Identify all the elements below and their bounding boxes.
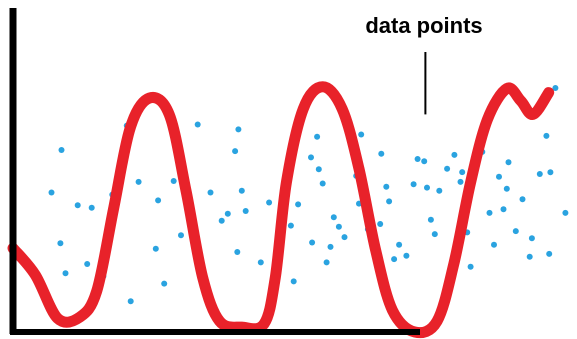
- data-point: [75, 202, 81, 208]
- data-point: [128, 298, 134, 304]
- data-point: [562, 210, 568, 216]
- data-point: [234, 249, 240, 255]
- data-point: [153, 246, 159, 252]
- data-point: [324, 259, 330, 265]
- data-point: [428, 217, 434, 223]
- data-point: [59, 147, 65, 153]
- data-point: [316, 166, 322, 172]
- data-point: [328, 244, 334, 250]
- data-point: [436, 188, 442, 194]
- data-point: [232, 148, 238, 154]
- annotation-label: data points: [365, 13, 482, 38]
- data-point: [496, 174, 502, 180]
- data-point: [336, 224, 342, 230]
- data-point: [171, 178, 177, 184]
- data-point: [458, 179, 464, 185]
- data-point: [451, 152, 457, 158]
- data-point: [243, 208, 249, 214]
- data-point: [291, 278, 297, 284]
- data-point: [546, 251, 552, 257]
- data-point: [415, 156, 421, 162]
- data-point: [178, 232, 184, 238]
- data-point: [89, 205, 95, 211]
- data-point: [295, 201, 301, 207]
- data-point: [309, 240, 315, 246]
- data-point: [396, 242, 402, 248]
- data-point: [63, 270, 69, 276]
- data-point: [219, 218, 225, 224]
- data-point: [320, 181, 326, 187]
- data-point: [459, 169, 465, 175]
- data-point: [529, 235, 535, 241]
- data-point: [403, 253, 409, 259]
- data-point: [239, 188, 245, 194]
- data-point: [225, 211, 231, 217]
- data-point: [421, 158, 427, 164]
- data-point: [342, 234, 348, 240]
- data-point: [235, 126, 241, 132]
- data-point: [444, 166, 450, 172]
- data-point: [195, 122, 201, 128]
- data-point: [57, 240, 63, 246]
- data-point: [504, 186, 510, 192]
- data-point: [266, 200, 272, 206]
- data-point: [331, 214, 337, 220]
- data-point: [513, 228, 519, 234]
- data-point: [383, 184, 389, 190]
- data-point: [501, 206, 507, 212]
- data-point: [391, 256, 397, 262]
- data-point: [411, 181, 417, 187]
- data-point: [386, 198, 392, 204]
- data-point: [358, 132, 364, 138]
- data-point: [161, 281, 167, 287]
- data-point: [84, 261, 90, 267]
- data-point: [136, 179, 142, 185]
- data-point: [520, 196, 526, 202]
- data-point: [487, 210, 493, 216]
- data-point: [432, 231, 438, 237]
- data-point: [258, 259, 264, 265]
- data-point: [288, 223, 294, 229]
- data-point: [377, 221, 383, 227]
- data-point: [424, 185, 430, 191]
- data-point: [491, 242, 497, 248]
- data-point: [468, 264, 474, 270]
- data-point: [155, 197, 161, 203]
- data-point: [527, 254, 533, 260]
- data-point: [547, 169, 553, 175]
- data-point: [537, 171, 543, 177]
- data-point: [543, 133, 549, 139]
- data-point: [308, 154, 314, 160]
- data-point: [314, 134, 320, 140]
- data-point: [49, 190, 55, 196]
- data-point: [506, 159, 512, 165]
- data-point: [378, 151, 384, 157]
- data-point: [208, 190, 214, 196]
